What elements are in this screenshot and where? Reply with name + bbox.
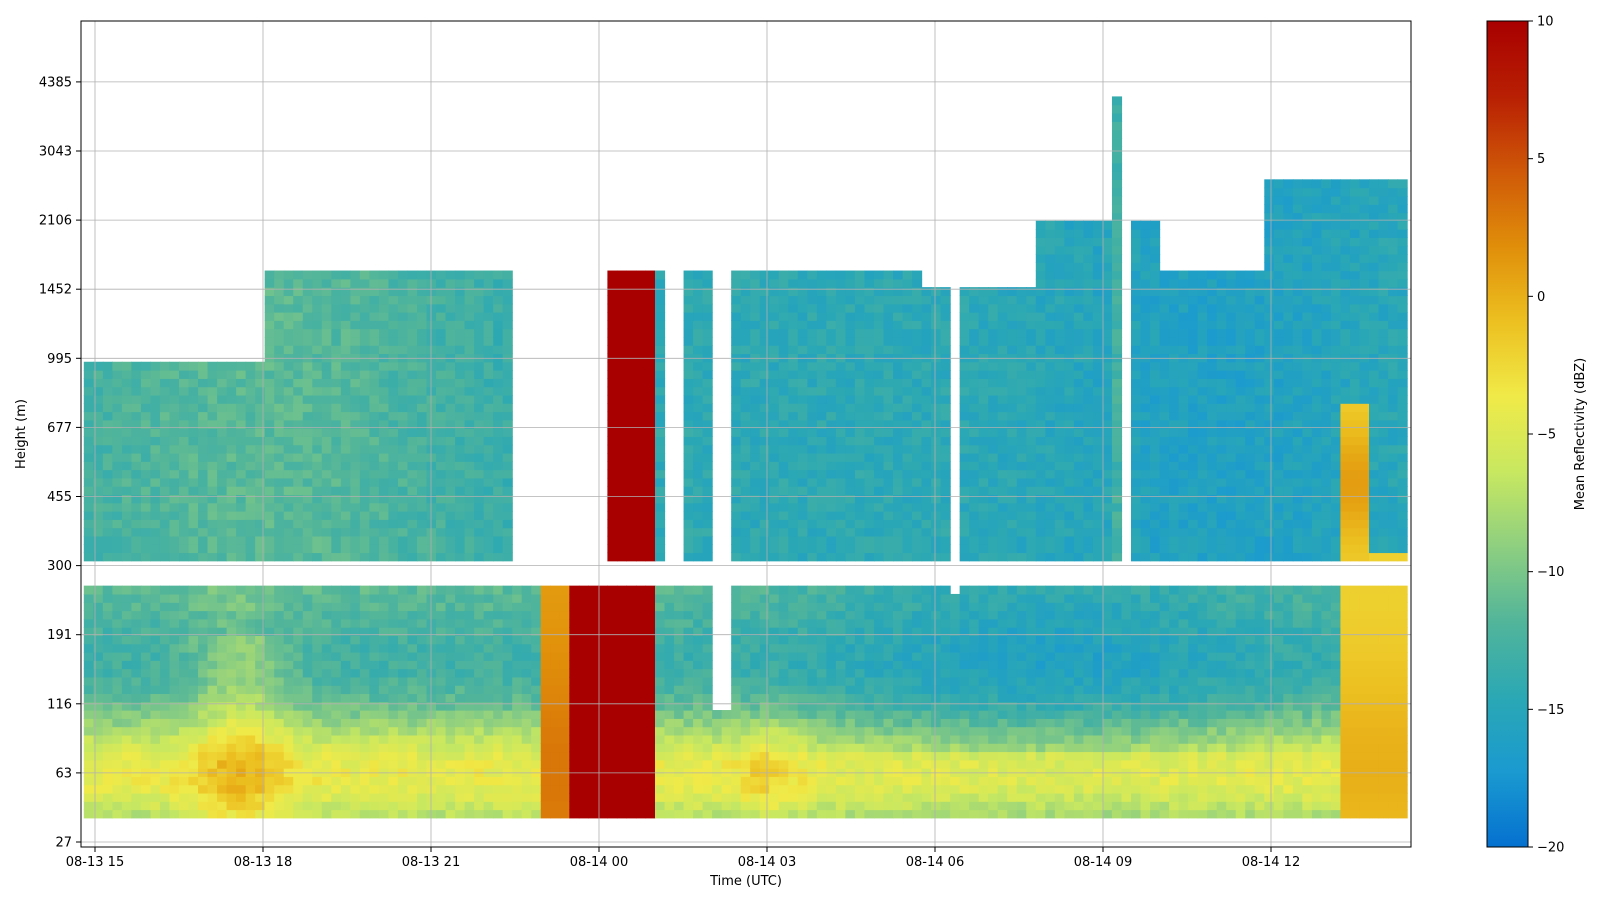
x-tick-label: 08-13 15 (66, 855, 124, 870)
plot-frame (80, 20, 1412, 848)
grid-lines (81, 21, 1411, 847)
x-tick-label: 08-13 18 (234, 855, 292, 870)
y-tick-label: 27 (55, 836, 72, 851)
y-tick-label: 4385 (39, 75, 72, 90)
y-tick-label: 1452 (39, 283, 72, 298)
x-tick-label: 08-14 09 (1074, 855, 1132, 870)
colorbar: 10 5 0 −5 −10 −15 −20 Mean Reflectivity (dBZ) (1486, 15, 1588, 856)
y-tick-label: 300 (47, 559, 72, 574)
colorbar-label: Mean Reflectivity (dBZ) (1573, 358, 1588, 511)
colorbar-tick-label: −15 (1537, 703, 1564, 718)
colorbar-tick-label: 0 (1537, 290, 1545, 305)
colorbar-fill (1486, 20, 1529, 848)
x-tick-label: 08-14 00 (570, 855, 628, 870)
y-tick-label: 677 (47, 421, 72, 436)
y-tick-label: 455 (47, 490, 72, 505)
colorbar-ticks: 10 5 0 −5 −10 −15 −20 (1528, 15, 1564, 856)
y-tick-label: 2106 (39, 214, 72, 229)
y-tick-label: 116 (47, 697, 72, 712)
heatmap-layer (83, 96, 1408, 819)
x-tick-label: 08-14 06 (906, 855, 964, 870)
colorbar-tick-label: −20 (1537, 841, 1564, 856)
x-tick-label: 08-14 03 (738, 855, 796, 870)
plot-area: 08-13 15 08-13 18 08-13 21 08-14 00 08-14 03… (14, 20, 1412, 889)
y-tick-label: 3043 (39, 145, 72, 160)
y-axis-label: Height (m) (14, 399, 29, 469)
y-tick-label: 995 (47, 352, 72, 367)
colorbar-tick-label: 10 (1537, 15, 1554, 30)
y-axis: 27 63 116 191 300 455 677 995 1452 2106 3043 4385 (39, 75, 81, 851)
colorbar-tick-label: 5 (1537, 152, 1545, 167)
x-axis-label: Time (UTC) (709, 874, 782, 889)
colorbar-tick-label: −10 (1537, 565, 1564, 580)
y-tick-label: 191 (47, 628, 72, 643)
x-tick-label: 08-13 21 (402, 855, 460, 870)
y-tick-label: 63 (55, 766, 72, 781)
x-tick-label: 08-14 12 (1242, 855, 1300, 870)
x-axis: 08-13 15 08-13 18 08-13 21 08-14 00 08-14 03… (66, 847, 1300, 870)
colorbar-tick-label: −5 (1537, 428, 1556, 443)
